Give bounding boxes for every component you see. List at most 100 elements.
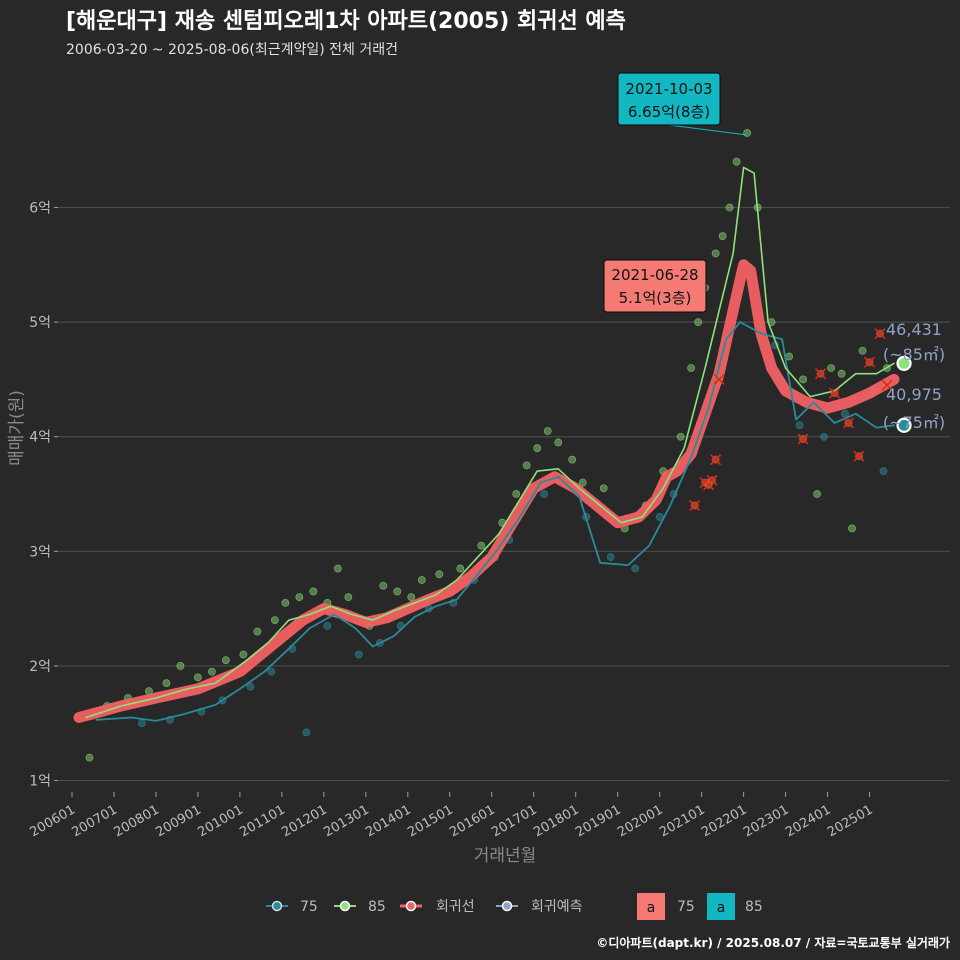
outlier-cross-b [797,433,809,445]
scatter-point-85 [477,541,486,550]
outlier-marker [689,499,701,512]
outlier-marker [828,387,841,399]
outlier-marker [881,379,893,391]
outlier-cross-b [689,499,701,512]
series-line-85 [85,166,895,719]
legend-forecast-marker [501,900,513,912]
y-tick-label: 5억 [29,315,51,331]
legend-75-marker [271,900,283,912]
callout-max-pointer [668,124,748,136]
scatter-point-85 [799,375,807,384]
scatter-point-85 [194,673,202,682]
legend-box-75-glyph: a [647,900,656,916]
scatter-point-85 [253,627,262,636]
scatter-point-85 [827,364,835,372]
y-tick-label: 1억 [29,774,51,790]
scatter-point-85 [676,432,685,441]
outlier-cross-b [863,356,876,368]
chart-subtitle: 2006-03-20 ~ 2025-08-06(최근계약일) 전체 거래건 [66,42,398,58]
scatter-point-85 [848,524,856,533]
callout-max: 2021-10-03 6.65억(8층) [617,72,721,126]
scatter-point-85 [522,461,531,470]
outlier-cross-b [815,368,827,380]
legend-item-75[interactable]: 75 [266,899,318,915]
y-axis-title: 매매가(원) [7,390,27,466]
legend-regression-marker [405,900,417,912]
scatter-point-85 [554,438,563,447]
end-point-85 [896,355,912,371]
scatter-point-85 [543,427,552,435]
scatter-point-85 [858,346,867,355]
legend-85-label: 85 [368,899,386,915]
scatter-point-85 [222,656,230,665]
scatter-point-75 [841,409,849,418]
scatter-point-85 [687,364,696,372]
end-label-85-area: (~85㎡) [883,345,945,364]
legend-forecast-label: 회귀예측 [531,899,583,915]
scatter-point-85 [176,662,185,670]
scatter-point-85 [270,616,279,624]
scatter-point-75 [540,490,549,498]
legend-box-75[interactable]: a 75 [637,893,695,920]
end-label-75: 40,975 (~75㎡) [883,385,945,432]
legend-box-85-swatch [707,893,735,920]
outlier-marker [853,450,865,462]
outlier-marker [874,328,886,340]
outlier-cross-b [881,379,893,391]
callout-max-box [617,72,721,126]
legend-box-75-swatch [637,893,665,920]
scatter-point-75 [879,467,888,476]
scatter-point-85 [725,203,734,212]
callout-recent-date: 2021-06-28 [611,266,698,284]
legend-box-85[interactable]: a 85 [707,893,763,920]
series-lines [73,166,900,723]
scatter-point-85 [694,318,703,327]
scatter-point-85 [417,576,426,584]
scatter-point-85 [732,157,741,166]
outlier-cross-b [853,450,865,462]
scatter-point-85 [435,570,444,579]
outlier-cross-b [710,454,722,466]
chart-title: [해운대구] 재송 센텀피오레1차 아파트(2005) 회귀선 예측 [66,9,626,34]
legend: 75 85 회귀선 회귀예측 a 75 a 85 [266,893,763,920]
scatter-point-85 [208,667,216,676]
scatter-point-85 [512,490,521,498]
scatter-point-75 [267,667,276,676]
scatter-point-75 [795,421,804,430]
callout-max-date: 2021-10-03 [625,80,712,98]
end-point-75 [896,417,912,433]
scatter-point-85 [837,369,846,378]
scatter-point-85 [456,564,465,573]
legend-box-85-glyph: a [717,900,726,916]
scatter-point-75 [606,553,615,561]
scatter-point-75 [246,682,255,691]
legend-item-forecast[interactable]: 회귀예측 [496,899,583,915]
scatter-point-75 [354,650,363,659]
legend-item-regression[interactable]: 회귀선 [400,899,475,915]
scatter-point-85 [578,478,587,487]
scatter-point-85 [568,455,577,464]
outlier-marker [713,373,725,385]
source-caption: ©디아파트(dapt.kr) / 2025.08.07 / 자료=국토교통부 실… [596,935,950,950]
outlier-cross-b [828,387,841,399]
y-tick-label: 2억 [29,659,51,675]
y-tick-label: 6억 [29,201,51,217]
end-label-85: 46,431 (~85㎡) [883,320,945,364]
scatter-point-85 [533,444,542,453]
callout-recent: 2021-06-28 5.1억(3층) [603,259,707,313]
outlier-marker [815,368,827,380]
legend-85-marker [339,900,351,912]
scatter-point-85 [85,753,94,762]
scatter-point-85 [295,593,304,602]
end-label-85-value: 46,431 [886,320,942,339]
scatter-point-75 [302,728,311,737]
scatter-point-75 [631,564,640,573]
y-tick-label: 4억 [29,430,51,446]
legend-item-85[interactable]: 85 [334,899,386,915]
y-tick-label: 3억 [29,544,51,560]
x-axis-title: 거래년월 [474,846,537,866]
outlier-marker [706,474,718,486]
outlier-cross-b [713,373,725,385]
scatter-point-85 [718,232,727,241]
